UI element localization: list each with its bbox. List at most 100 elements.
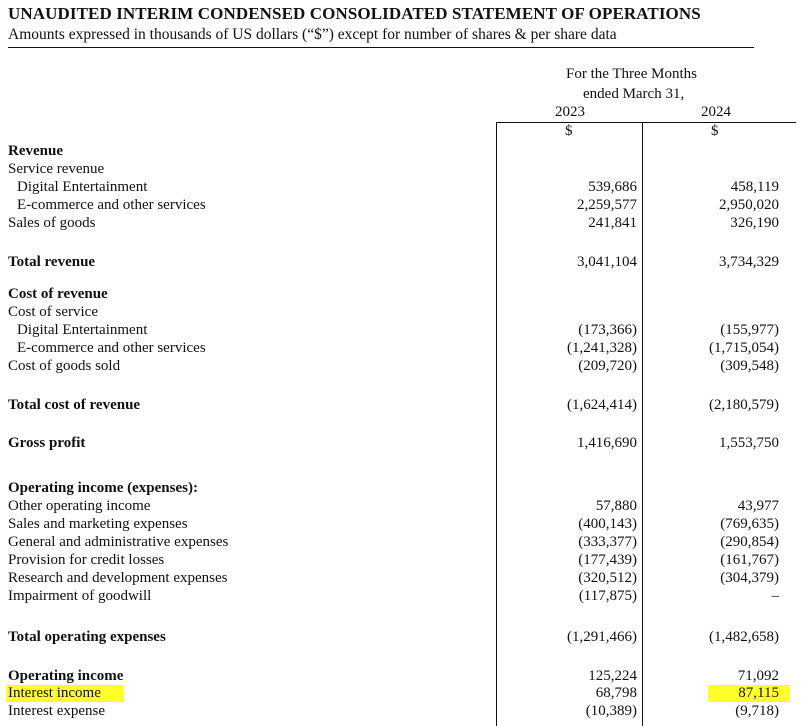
row-interest-income: Interest income 68,798 87,115: [8, 685, 796, 703]
value-2023: (173,366): [578, 322, 637, 338]
currency-2023: $: [565, 123, 573, 139]
period-header-line1: For the Three Months: [566, 66, 697, 82]
value-2024: 458,119: [730, 179, 779, 195]
value-2024: (2,180,579): [709, 397, 779, 413]
currency-2024: $: [711, 123, 719, 139]
value-2023: (333,377): [578, 534, 637, 550]
value-2023: 57,880: [595, 498, 637, 514]
row-total-cost: Total cost of revenue (1,624,414) (2,180…: [8, 397, 796, 415]
value-2024: 1,553,750: [719, 435, 779, 451]
row-operating-income: Operating income 125,224 71,092: [8, 668, 796, 686]
row-gross-profit: Gross profit 1,416,690 1,553,750: [8, 435, 796, 453]
row-label: Impairment of goodwill: [8, 588, 152, 604]
value-2024: 43,977: [737, 498, 779, 514]
value-2023: 68,798: [595, 685, 637, 701]
value-2023: (1,241,328): [567, 340, 637, 356]
interest-income-2024-highlight: [708, 685, 790, 702]
row-label: Digital Entertainment: [17, 322, 148, 338]
value-2023: (177,439): [578, 552, 637, 568]
row-total-revenue: Total revenue 3,041,104 3,734,329: [8, 254, 796, 272]
opex-heading: Operating income (expenses):: [8, 480, 198, 496]
row-label: E-commerce and other services: [17, 197, 206, 213]
row-credit-losses: Provision for credit losses (177,439) (1…: [8, 552, 796, 570]
row-ecommerce: E-commerce and other services 2,259,577 …: [8, 197, 796, 215]
row-sales-marketing: Sales and marketing expenses (400,143) (…: [8, 516, 796, 534]
row-label: Digital Entertainment: [17, 179, 148, 195]
row-label: Operating income: [8, 668, 124, 684]
statement-title: UNAUDITED INTERIM CONDENSED CONSOLIDATED…: [8, 4, 701, 23]
value-2024: (1,482,658): [709, 629, 779, 645]
row-impairment: Impairment of goodwill (117,875) –: [8, 588, 796, 606]
value-2024: (1,715,054): [709, 340, 779, 356]
row-label: Research and development expenses: [8, 570, 228, 586]
value-2024: 87,115: [738, 685, 779, 701]
header-divider: [496, 122, 796, 123]
service-revenue-label: Service revenue: [8, 161, 105, 177]
value-2023: (10,389): [585, 703, 637, 719]
value-2023: 241,841: [588, 215, 637, 231]
value-2024: 326,190: [730, 215, 779, 231]
value-2024: 3,734,329: [719, 254, 779, 270]
row-label: Sales of goods: [8, 215, 96, 231]
row-opex-heading: Operating income (expenses):: [8, 480, 796, 498]
revenue-heading: Revenue: [8, 143, 63, 159]
row-label: Interest income: [8, 685, 101, 701]
value-2024: (161,767): [720, 552, 779, 568]
value-2023: (400,143): [578, 516, 637, 532]
row-research-development: Research and development expenses (320,5…: [8, 570, 796, 588]
value-2023: (209,720): [578, 358, 637, 374]
value-2023: 2,259,577: [577, 197, 637, 213]
row-label: Sales and marketing expenses: [8, 516, 188, 532]
row-sales-of-goods: Sales of goods 241,841 326,190: [8, 215, 796, 233]
value-2023: 1,416,690: [577, 435, 637, 451]
year-2024-header: 2024: [701, 104, 731, 120]
row-label: E-commerce and other services: [17, 340, 206, 356]
value-2024: 71,092: [737, 668, 779, 684]
value-2024: (309,548): [720, 358, 779, 374]
row-label: Total revenue: [8, 254, 96, 270]
interest-income-label-highlight: [6, 685, 124, 702]
value-2023: (1,624,414): [567, 397, 637, 413]
row-revenue-heading: Revenue: [8, 143, 796, 161]
row-cost-goods-sold: Cost of goods sold (209,720) (309,548): [8, 358, 796, 376]
value-2023: 125,224: [588, 668, 637, 684]
year-2023-header: 2023: [555, 104, 585, 120]
row-cost-digital: Digital Entertainment (173,366) (155,977…: [8, 322, 796, 340]
row-cost-of-service: Cost of service: [8, 304, 796, 322]
value-2023: (117,875): [578, 588, 637, 604]
statement-subtitle: Amounts expressed in thousands of US dol…: [8, 26, 617, 43]
value-2023: (320,512): [578, 570, 637, 586]
row-cost-heading: Cost of revenue: [8, 286, 796, 304]
row-label: Provision for credit losses: [8, 552, 165, 568]
value-2024: (304,379): [720, 570, 779, 586]
cost-heading: Cost of revenue: [8, 286, 108, 302]
value-2024: 2,950,020: [719, 197, 779, 213]
period-header-line2: ended March 31,: [583, 86, 685, 102]
value-2023: 539,686: [588, 179, 637, 195]
row-label: Total operating expenses: [8, 629, 166, 645]
value-2023: 3,041,104: [577, 254, 637, 270]
row-label: Gross profit: [8, 435, 86, 451]
value-2024: –: [771, 588, 780, 604]
value-2024: (769,635): [720, 516, 779, 532]
cost-of-service-label: Cost of service: [8, 304, 98, 320]
value-2024: (9,718): [735, 703, 779, 719]
row-total-operating-expenses: Total operating expenses (1,291,466) (1,…: [8, 629, 796, 647]
title-underline: [8, 47, 754, 48]
value-2024: (290,854): [720, 534, 779, 550]
column-rule-left: [496, 122, 497, 726]
row-service-revenue: Service revenue: [8, 161, 796, 179]
value-2024: (155,977): [720, 322, 779, 338]
row-label: Interest expense: [8, 703, 106, 719]
value-2023: (1,291,466): [567, 629, 637, 645]
column-rule-middle: [642, 122, 643, 726]
row-digital-entertainment: Digital Entertainment 539,686 458,119: [8, 179, 796, 197]
row-cost-ecommerce: E-commerce and other services (1,241,328…: [8, 340, 796, 358]
row-label: General and administrative expenses: [8, 534, 229, 550]
row-general-admin: General and administrative expenses (333…: [8, 534, 796, 552]
row-label: Cost of goods sold: [8, 358, 121, 374]
row-label: Total cost of revenue: [8, 397, 141, 413]
row-other-operating-income: Other operating income 57,880 43,977: [8, 498, 796, 516]
row-label: Other operating income: [8, 498, 151, 514]
row-interest-expense: Interest expense (10,389) (9,718): [8, 703, 796, 721]
